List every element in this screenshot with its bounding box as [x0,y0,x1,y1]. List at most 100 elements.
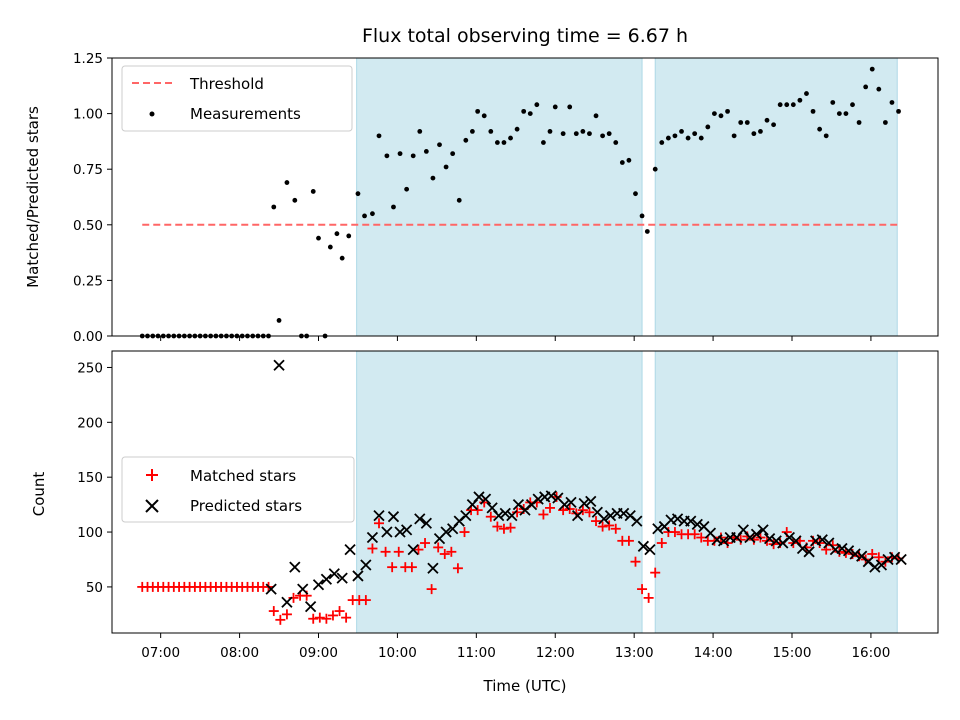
measurement-point [410,153,416,159]
legend-measurement-swatch [149,111,155,117]
predicted-star-point-b [427,562,439,574]
count-shaded-intervals [356,351,898,633]
matched-star-point [387,562,398,573]
matched-star-point [406,562,417,573]
predicted-star-point [304,601,317,613]
count-x-tick-label-3: 10:00 [378,645,417,661]
measurement-point [271,204,277,210]
count-shade-0 [356,351,643,633]
predicted-star-point-b [420,517,432,529]
predicted-star-point [691,518,703,531]
matched-star-point [367,543,378,554]
ratio-y-tick-label-4: 1.00 [73,107,103,123]
count-plot-frame [111,350,939,634]
predicted-star-point-b [366,531,379,544]
matched-star-point [275,614,286,625]
measurement-point [771,122,776,128]
predicted-star-point [273,359,285,371]
predicted-star-point [265,583,277,595]
count-x-tick-label-2: 09:00 [299,645,338,661]
measurement-point [443,164,449,170]
measurement-point [830,100,836,105]
matched-star-point [630,556,641,567]
measurement-point [567,104,573,110]
predicted-star-point [479,493,492,505]
matched-star-point [472,505,483,516]
measurement-point [481,113,487,119]
predicted-star-point [750,528,763,540]
predicted-star-point [506,509,518,522]
predicted-star-point-b [604,509,617,522]
measurement-point [284,180,290,185]
measurement-point [606,131,612,137]
measurement-point [423,149,429,154]
count-y-tick-label-0: 50 [86,580,103,596]
measurement-point [863,84,869,90]
measurement-point [738,120,744,125]
predicted-star-point-b [631,515,643,527]
ratio-y-ticks: 0.00 0.25 0.50 0.75 1.00 1.25 [73,51,112,345]
count-x-ticks: 07:00 08:00 09:00 10:00 11:00 12:00 13:00 14:00… [141,633,890,661]
predicted-star-point [744,531,756,544]
predicted-star-point [381,526,393,538]
matched-star-point [498,523,509,534]
measurement-point [276,318,282,323]
matched-star-point [420,538,431,549]
matched-star-point [321,613,332,624]
predicted-star-point-b [373,509,385,522]
count-y-tick-label-4: 250 [77,360,103,376]
predicted-star-point-b [440,526,452,538]
measurement-point [397,151,403,157]
measurement-point [679,128,684,134]
matched-star-point [584,507,595,518]
measurement-point [355,191,361,197]
measurement-point [869,66,875,72]
ratio-y-tick-label-1: 0.25 [73,273,103,289]
predicted-star-point-b [473,491,485,503]
count-x-tick-label-6: 13:00 [615,645,654,661]
matched-star-point [341,612,352,623]
matched-star-point [479,497,490,508]
predicted-star-point-b [493,509,505,522]
measurement-point [560,131,566,137]
measurement-point [370,211,375,217]
measurement-point [310,189,316,194]
predicted-star-point [499,507,511,520]
matched-star-point [360,595,371,606]
count-panel: 50 100 150 200 250 07:00 08:00 09:00 10:00 11:00… [30,350,939,695]
predicted-star-point [558,498,571,511]
predicted-star-point [565,496,577,509]
matched-star-point [650,567,661,578]
predicted-star-point [493,509,505,522]
ratio-y-tick-label-0: 0.00 [73,329,103,345]
predicted-star-point [578,497,590,510]
predicted-star-point-b [407,543,419,556]
measurement-point [362,213,367,219]
ratio-shade-0 [356,58,643,336]
predicted-star-point [803,546,815,558]
predicted-star-point [407,543,419,556]
predicted-star-point-b [552,492,564,504]
legend-matched-swatch [146,469,158,481]
measurement-point [475,108,481,114]
legend-matched-label: Matched stars [190,467,296,485]
measurement-point [712,111,717,116]
measurement-point [316,235,321,241]
predicted-star-point [352,570,364,582]
matched-star-point [512,507,523,518]
measurement-point [672,133,678,139]
measurement-point [292,197,298,203]
count-legend: Matched stars Predicted stars [121,456,355,523]
predicted-star-point-b [757,524,769,536]
predicted-star-point-b [750,528,763,540]
measurement-point [777,102,783,108]
predicted-star-point [637,540,650,552]
matched-star-point [610,523,621,534]
predicted-star-point [671,513,684,525]
measurement-point [327,244,333,250]
measurement-point [488,128,494,134]
predicted-star-point [440,526,452,538]
measurement-point [725,108,730,114]
measurement-point [508,135,513,141]
predicted-star-point-b [744,531,756,544]
